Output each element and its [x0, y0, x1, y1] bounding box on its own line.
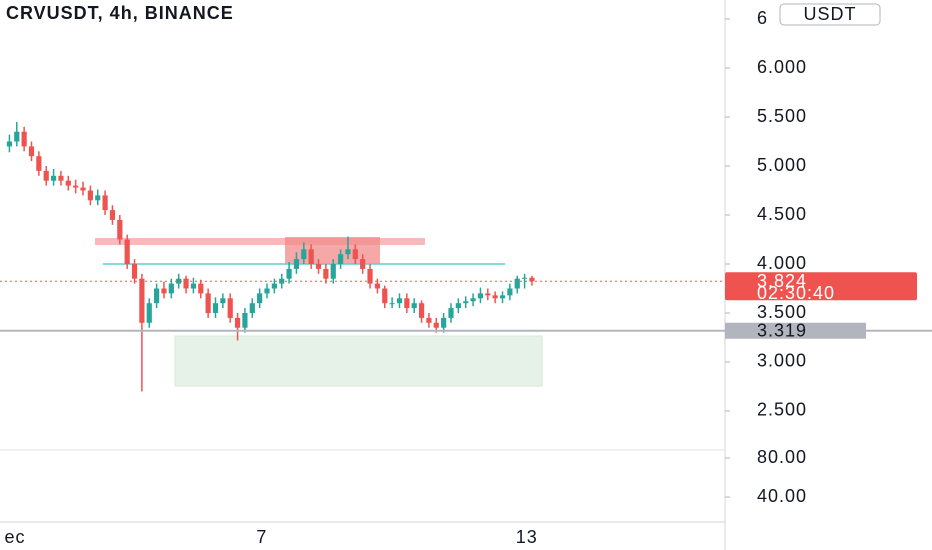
- candle-body: [374, 283, 381, 289]
- candle-body: [514, 278, 520, 289]
- candle-body: [220, 298, 226, 304]
- y-tick-label: 5.500: [757, 106, 807, 126]
- candle-body: [242, 313, 248, 328]
- candle-body: [470, 298, 476, 302]
- candle-body: [249, 303, 255, 314]
- candle-body: [176, 278, 182, 284]
- x-tick-label: 7: [256, 527, 267, 547]
- candle-body: [36, 156, 42, 171]
- candle-body: [396, 298, 403, 304]
- candle-body: [73, 185, 79, 188]
- candle-body: [426, 317, 432, 323]
- y-tick-label: 5.000: [757, 155, 807, 175]
- candle-body: [404, 298, 410, 309]
- last-price-label: 3.824: [757, 271, 807, 291]
- candle-body: [87, 190, 93, 201]
- candle-body: [352, 249, 358, 260]
- x-tick-label: ec: [5, 527, 26, 547]
- candle-body: [21, 131, 27, 147]
- candle-body: [154, 288, 160, 304]
- candle-body: [418, 303, 425, 318]
- candle-body: [455, 303, 461, 309]
- x-tick-label: 13: [516, 527, 538, 547]
- candle-body: [80, 187, 86, 191]
- candle-body: [28, 146, 35, 157]
- candle-body: [58, 175, 64, 181]
- chart-title: CRVUSDT, 4h, BINANCE: [6, 3, 234, 23]
- indicator-tick-label: 80.00: [757, 447, 807, 467]
- candle-body: [43, 170, 49, 181]
- candle-body: [227, 298, 233, 318]
- candle-body: [293, 259, 300, 269]
- candle-body: [14, 131, 20, 142]
- candle-body: [205, 293, 211, 314]
- candle-body: [95, 195, 101, 201]
- candle-body: [161, 288, 167, 294]
- candle-body: [345, 249, 351, 255]
- candle-body: [234, 317, 241, 328]
- candle-body: [433, 322, 439, 328]
- y-tick-label: 6: [757, 8, 768, 28]
- candle-body: [109, 210, 116, 220]
- candle-body: [6, 141, 13, 147]
- y-tick-label: 4.500: [757, 204, 807, 224]
- candle-body: [102, 195, 108, 211]
- candle-body: [360, 259, 366, 269]
- candle-body: [338, 254, 344, 265]
- candle-body: [529, 277, 535, 282]
- candle-body: [264, 288, 270, 294]
- candle-body: [499, 295, 506, 299]
- demand-zone: [174, 335, 543, 387]
- candle-body: [190, 283, 197, 289]
- candle-body: [389, 303, 395, 305]
- candle-body: [463, 301, 469, 304]
- level-label: 3.319: [757, 320, 807, 340]
- currency-badge[interactable]: [779, 3, 881, 26]
- candle-body: [286, 268, 292, 279]
- candle-body: [477, 293, 484, 299]
- candle-body: [301, 249, 307, 260]
- candle-body: [124, 239, 130, 265]
- candle-body: [212, 303, 219, 314]
- candle-body: [271, 283, 277, 289]
- y-tick-label: 6.000: [757, 57, 807, 77]
- candle-body: [323, 268, 329, 279]
- candle-body: [308, 249, 314, 265]
- candle-body: [198, 283, 204, 294]
- indicator-tick-label: 40.00: [757, 486, 807, 506]
- candle-body: [367, 268, 373, 284]
- currency-label: USDT: [804, 4, 857, 24]
- candle-body: [521, 277, 528, 279]
- candle-body: [139, 278, 145, 323]
- level-badge: [725, 322, 866, 339]
- candle-body: [65, 180, 71, 186]
- last-price-badge: [725, 272, 917, 301]
- resistance-zone: [95, 238, 425, 245]
- candle-body: [330, 264, 336, 279]
- candle-body: [183, 278, 189, 289]
- candle-body: [50, 175, 57, 181]
- y-tick-label: 2.500: [757, 400, 807, 420]
- candle-body: [507, 288, 513, 296]
- candle-body: [382, 288, 388, 304]
- candle-body: [448, 308, 454, 318]
- y-tick-label: 3.000: [757, 351, 807, 371]
- candle-body: [146, 303, 152, 323]
- candle-body: [492, 295, 498, 299]
- candle-body: [315, 264, 322, 269]
- candle-body: [117, 219, 123, 240]
- y-tick-label: 4.000: [757, 253, 807, 273]
- countdown-label: 02:30:40: [757, 283, 835, 303]
- candle-body: [131, 264, 138, 279]
- candle-body: [168, 283, 174, 294]
- candle-body: [411, 303, 417, 309]
- candle-body: [485, 293, 491, 296]
- candle-body: [441, 317, 447, 328]
- candle-body: [257, 293, 263, 304]
- y-tick-label: 3.500: [757, 302, 807, 322]
